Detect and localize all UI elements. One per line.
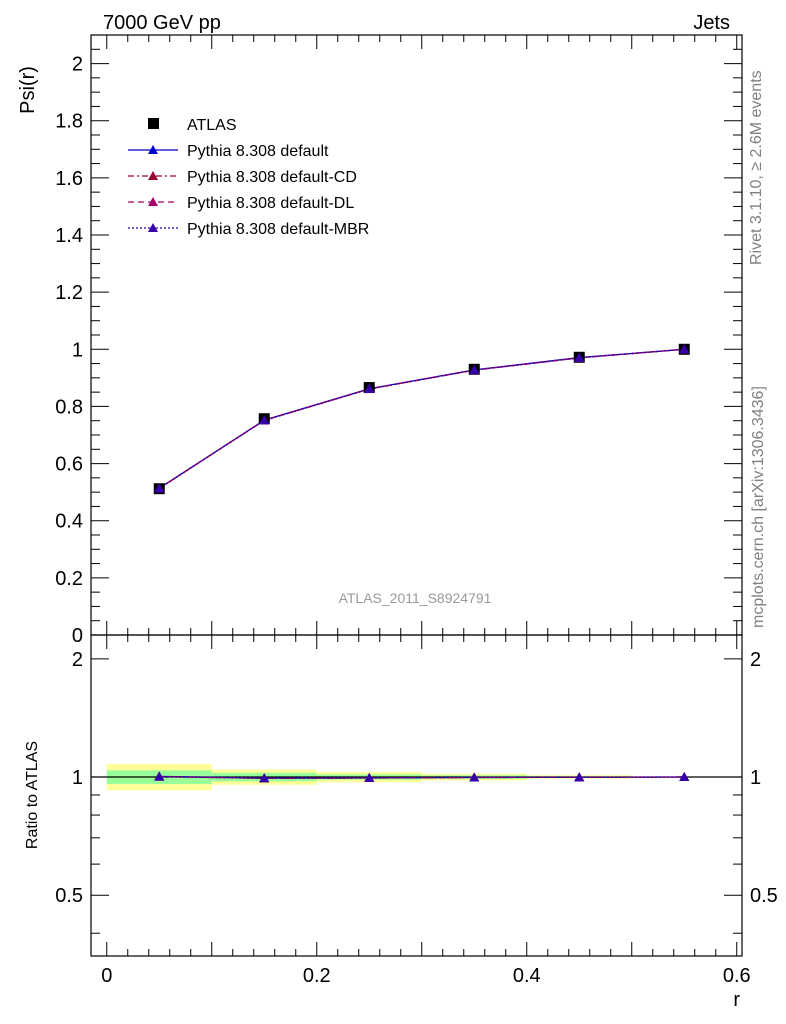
x-tick-label: 0 (101, 965, 112, 987)
ratio-y-tick-label-right: 0.5 (750, 885, 778, 907)
ratio-data-point (469, 772, 480, 782)
legend: ATLAS Pythia 8.308 default Pythia 8.308 de… (128, 117, 369, 238)
series-line (158, 348, 685, 489)
main-y-tick-label: 1.6 (55, 168, 83, 190)
main-y-tick-label: 1.4 (55, 225, 83, 247)
ratio-y-tick-label: 1 (72, 767, 83, 789)
legend-marker-triangle (148, 171, 158, 180)
main-y-tick-label: 0.4 (55, 511, 83, 533)
main-y-tick-label: 0.8 (55, 396, 83, 418)
process-label: Jets (693, 12, 730, 34)
main-plot-content (153, 343, 690, 495)
x-axis-label: r (733, 989, 740, 1011)
legend-label: ATLAS (187, 117, 237, 134)
series-line (158, 348, 685, 489)
main-y-tick-label: 1 (72, 339, 83, 361)
ratio-x-axis-ticks: 0 0.2 0.4 0.6 (101, 635, 751, 987)
ratio-data-point (574, 772, 585, 782)
x-tick-label: 0.2 (303, 965, 331, 987)
legend-entry: Pythia 8.308 default (128, 143, 329, 160)
legend-marker-triangle (148, 145, 158, 154)
legend-label: Pythia 8.308 default-CD (187, 169, 357, 186)
legend-entry: Pythia 8.308 default-DL (128, 195, 354, 212)
mc-data-point (364, 384, 375, 393)
ratio-y-tick-label-right: 2 (750, 649, 761, 671)
mc-data-point (574, 352, 585, 362)
ratio-y-tick-label-right: 1 (750, 767, 761, 789)
mc-data-point (679, 344, 690, 354)
ratio-panel: 0.5 0.5 1 1 2 2 0 0.2 0.4 0.6 Ratio to ATLAS r (24, 634, 778, 1011)
series-line (158, 348, 685, 489)
main-y-tick-label: 0 (72, 625, 83, 647)
main-y-tick-label: 0.6 (55, 454, 83, 476)
rivet-label: Rivet 3.1.10, ≥ 2.6M events (748, 70, 765, 265)
ratio-y-tick-label: 2 (72, 649, 83, 671)
mcplots-label: mcplots.cern.ch [arXiv:1306.3436] (750, 386, 767, 628)
legend-label: Pythia 8.308 default-MBR (187, 221, 369, 238)
ratio-series-line (159, 776, 685, 779)
main-y-tick-label: 1.8 (55, 111, 83, 133)
ratio-y-tick-label: 0.5 (55, 885, 83, 907)
analysis-watermark: ATLAS_2011_S8924791 (339, 590, 492, 606)
legend-label: Pythia 8.308 default (187, 143, 329, 160)
main-y-tick-label: 2 (72, 54, 83, 76)
series-line (158, 348, 685, 489)
main-panel: 0 0.2 0.4 0.6 0.8 1 1.2 1.4 1.6 1.8 2 ATLAS_2011_S… (17, 34, 743, 647)
legend-label: Pythia 8.308 default-DL (187, 195, 354, 212)
legend-marker-triangle (148, 197, 158, 206)
ratio-data-point (364, 773, 375, 783)
legend-marker-square (148, 118, 159, 129)
ratio-data-point (259, 773, 270, 783)
main-y-axis-ticks: 0 0.2 0.4 0.6 0.8 1 1.2 1.4 1.6 1.8 2 (55, 34, 742, 647)
main-y-tick-label: 0.2 (55, 568, 83, 590)
legend-entry: Pythia 8.308 default-MBR (128, 221, 369, 238)
ratio-y-axis-ticks: 0.5 0.5 1 1 2 2 (55, 649, 778, 934)
ratio-frame (90, 634, 743, 957)
x-tick-label: 0.4 (513, 965, 541, 987)
legend-entry: ATLAS (148, 117, 237, 134)
main-x-axis-ticks (106, 35, 738, 635)
ratio-data-point (679, 772, 690, 782)
main-y-axis-label: Psi(r) (17, 66, 39, 114)
legend-marker-triangle (148, 223, 158, 232)
ratio-data-point (154, 771, 165, 781)
mc-data-point (469, 365, 480, 375)
x-tick-label: 0.6 (723, 965, 751, 987)
legend-entry: Pythia 8.308 default-CD (128, 169, 357, 186)
energy-label: 7000 GeV pp (103, 12, 221, 34)
mc-data-point (259, 415, 270, 425)
ratio-series-line (159, 776, 685, 779)
main-y-tick-label: 1.2 (55, 282, 83, 304)
ratio-plot-content (154, 771, 690, 783)
ratio-y-axis-label: Ratio to ATLAS (24, 741, 41, 849)
mc-data-point (154, 483, 165, 493)
